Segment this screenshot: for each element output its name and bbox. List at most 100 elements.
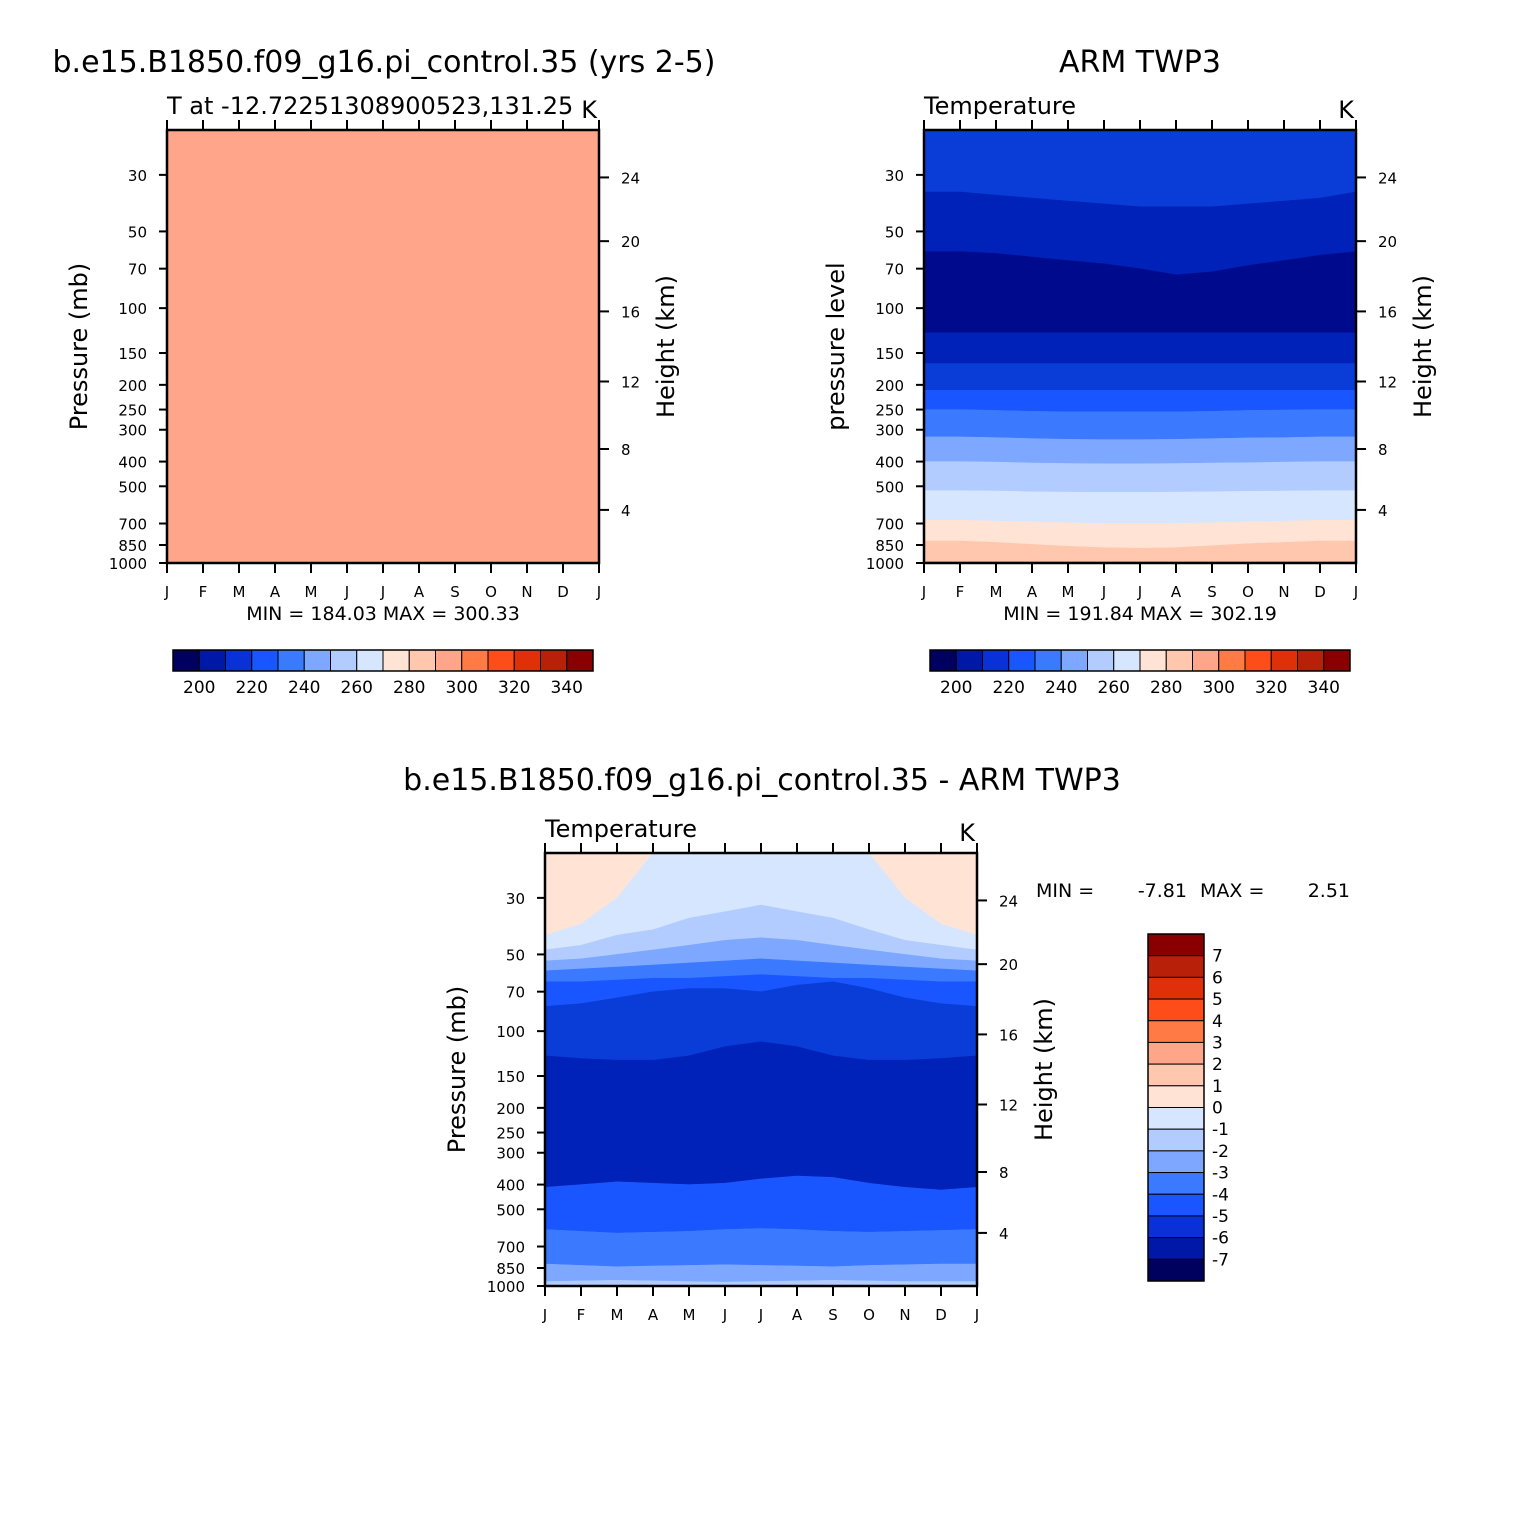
- contour-fills: [924, 130, 1356, 563]
- x-tick-label: A: [414, 583, 425, 601]
- x-tick-label: F: [199, 583, 208, 601]
- colorbar-cell: [1008, 649, 1036, 672]
- subtitle-left: T at -12.72251308900523,131.25: [166, 92, 573, 120]
- colorbar-label: 260: [341, 678, 373, 698]
- x-tick-label: J: [164, 583, 169, 601]
- x-tick-label: M: [683, 1306, 696, 1324]
- colorbar-cell: [1147, 1085, 1205, 1108]
- y-right-tick-label: 16: [999, 1026, 1018, 1044]
- colorbar-label: 280: [393, 678, 425, 698]
- x-tick-label: J: [596, 583, 601, 601]
- colorbar-cell: [1147, 998, 1205, 1022]
- y-tick-label: 70: [506, 984, 525, 1002]
- colorbar-label: 260: [1098, 678, 1130, 698]
- y-tick-label: 100: [118, 300, 147, 318]
- y-axis-title: Pressure (mb): [443, 986, 471, 1153]
- colorbar-cell: [513, 649, 541, 672]
- colorbar-cell: [1270, 649, 1298, 672]
- x-tick-label: F: [956, 583, 965, 601]
- colorbar-cell: [1165, 649, 1193, 672]
- x-tick-label: A: [1027, 583, 1038, 601]
- colorbar-cell: [251, 649, 279, 672]
- y-tick-label: 500: [496, 1201, 525, 1219]
- contour-band-5: [924, 363, 1356, 391]
- colorbar-cell: [1147, 1258, 1205, 1282]
- y-right-tick-label: 8: [1378, 441, 1388, 459]
- colorbar-cell: [1147, 976, 1205, 1000]
- y-tick-label: 500: [875, 478, 904, 496]
- y-right-tick-label: 8: [621, 441, 631, 459]
- y-right-tick-label: 16: [1378, 303, 1397, 321]
- colorbar-label: -1: [1212, 1120, 1229, 1140]
- x-tick-label: M: [611, 1306, 624, 1324]
- y-tick-label: 50: [506, 946, 525, 964]
- colorbar-cell: [1147, 1063, 1205, 1087]
- contour-band-7: [924, 409, 1356, 440]
- x-tick-label: D: [935, 1306, 947, 1324]
- colorbar-cell: [1147, 955, 1205, 978]
- y-tick-label: 100: [496, 1023, 525, 1041]
- y-tick-label: 150: [496, 1068, 525, 1086]
- colorbar-cell: [408, 649, 436, 672]
- colorbar-cell: [982, 649, 1010, 672]
- y-tick-label: 850: [118, 537, 147, 555]
- y-tick-label: 30: [128, 167, 147, 185]
- x-tick-label: O: [1242, 583, 1254, 601]
- min-max-label: MIN = 191.84 MAX = 302.19: [1003, 603, 1277, 625]
- colorbar-cell: [1147, 1215, 1205, 1239]
- colorbar-frame: [929, 649, 1351, 672]
- colorbar-cell: [1244, 649, 1272, 672]
- y-tick-label: 850: [496, 1260, 525, 1278]
- colorbar-cell: [1139, 649, 1167, 672]
- colorbar-cell: [1147, 1172, 1205, 1195]
- colorbar-label: -6: [1212, 1229, 1229, 1249]
- y-tick-label: 700: [875, 516, 904, 534]
- y-tick-label: 1000: [866, 555, 904, 573]
- min-label: MIN =: [1036, 880, 1094, 902]
- y-right-tick-label: 12: [1378, 373, 1397, 391]
- y-right-tick-label: 24: [1378, 169, 1397, 187]
- colorbar-label: 280: [1150, 678, 1182, 698]
- contour-band-4: [924, 332, 1356, 364]
- y-tick-label: 50: [128, 223, 147, 241]
- colorbar-label: -7: [1212, 1250, 1229, 1270]
- colorbar-label: -4: [1212, 1185, 1229, 1205]
- y-tick-label: 700: [118, 516, 147, 534]
- x-tick-label: M: [233, 583, 246, 601]
- colorbar-label: 320: [498, 678, 530, 698]
- panel-title: ARM TWP3: [1059, 45, 1221, 80]
- y-right-tick-label: 20: [999, 956, 1018, 974]
- contour-fills: [545, 853, 977, 1286]
- y-tick-label: 70: [885, 261, 904, 279]
- y-right-tick-label: 20: [621, 233, 640, 251]
- max-value: 2.51: [1308, 880, 1350, 902]
- x-tick-label: S: [450, 583, 460, 601]
- subtitle-left: Temperature: [923, 92, 1076, 120]
- x-tick-label: A: [648, 1306, 659, 1324]
- y-tick-label: 200: [118, 377, 147, 395]
- y-tick-label: 250: [496, 1125, 525, 1143]
- y-tick-label: 30: [506, 890, 525, 908]
- colorbar-label: 200: [940, 678, 972, 698]
- contour-band-11: [545, 1263, 977, 1283]
- colorbar-cell: [277, 649, 305, 672]
- y-tick-label: 150: [118, 345, 147, 363]
- y-axis-title: Pressure (mb): [65, 263, 93, 430]
- colorbar-cell: [1323, 649, 1351, 672]
- colorbar-label: 340: [1308, 678, 1340, 698]
- colorbar-cell: [382, 649, 410, 672]
- colorbar-cell: [303, 649, 331, 672]
- y-tick-label: 1000: [487, 1278, 525, 1296]
- x-tick-label: D: [1314, 583, 1326, 601]
- colorbar-label: 240: [288, 678, 320, 698]
- y-right-tick-label: 12: [621, 373, 640, 391]
- colorbar-cell: [1218, 649, 1246, 672]
- x-tick-label: J: [380, 583, 385, 601]
- y-right-axis-title: Height (km): [652, 275, 680, 418]
- subtitle-units: K: [1338, 96, 1355, 124]
- x-tick-label: J: [542, 1306, 547, 1324]
- max-label: MAX =: [1200, 880, 1264, 902]
- y-tick-label: 400: [118, 454, 147, 472]
- y-tick-label: 250: [118, 402, 147, 420]
- panel-title: b.e15.B1850.f09_g16.pi_control.35 - ARM …: [403, 763, 1121, 798]
